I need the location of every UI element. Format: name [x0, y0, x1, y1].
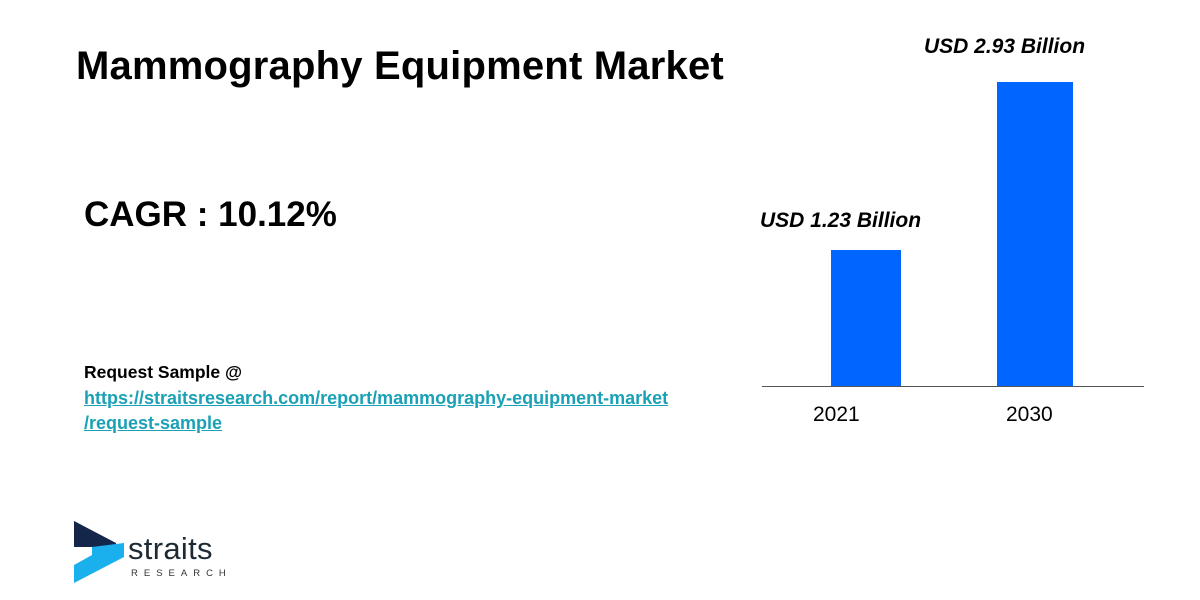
logo-subtitle: RESEARCH	[131, 568, 232, 579]
bar-label-2021: USD 1.23 Billion	[760, 209, 922, 232]
page-title: Mammography Equipment Market	[76, 44, 724, 88]
bar-label-2030: USD 2.93 Billion	[924, 35, 1086, 58]
logo-arrow-icon	[74, 521, 124, 583]
request-sample-label: Request Sample @	[84, 362, 243, 382]
x-tick-2030: 2030	[1006, 403, 1053, 426]
link-line-1: https://straitsresearch.com/report/mammo…	[84, 388, 669, 408]
request-sample-link[interactable]: https://straitsresearch.com/report/mammo…	[84, 386, 744, 436]
bar-2030	[997, 82, 1073, 386]
x-axis-line	[762, 386, 1144, 387]
bar-2021	[831, 250, 901, 386]
cagr-stat: CAGR : 10.12%	[84, 195, 337, 234]
logo-wordmark: straits	[128, 531, 213, 566]
link-line-2: /request-sample	[84, 413, 223, 433]
x-tick-2021: 2021	[813, 403, 860, 426]
